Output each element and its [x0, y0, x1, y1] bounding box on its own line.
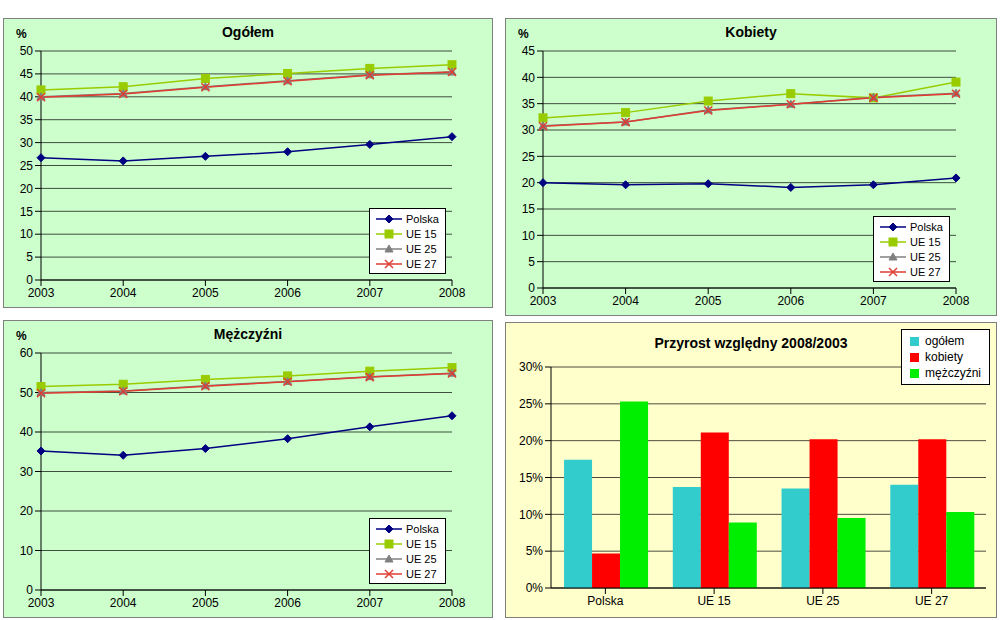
svg-text:2006: 2006 [274, 596, 301, 610]
svg-text:UE 15: UE 15 [697, 594, 731, 608]
svg-text:45: 45 [20, 67, 34, 81]
svg-text:0: 0 [26, 273, 33, 287]
svg-text:45: 45 [522, 44, 536, 58]
svg-text:20%: 20% [519, 434, 543, 448]
html-text:Polska: Polska [406, 212, 439, 225]
html-text:Polska: Polska [910, 220, 943, 233]
html-text:UE 25: UE 25 [910, 250, 941, 263]
html-text:ogółem: ogółem [925, 334, 965, 348]
svg-text:35: 35 [522, 97, 536, 111]
svg-text:40: 40 [20, 425, 34, 439]
svg-text:20: 20 [20, 504, 34, 518]
svg-text:10: 10 [20, 227, 34, 241]
html-text:UE 25: UE 25 [406, 552, 437, 565]
html-text:mężczyźni: mężczyźni [925, 366, 981, 380]
svg-text:0: 0 [528, 281, 535, 295]
svg-text:0: 0 [26, 583, 33, 597]
svg-text:10: 10 [522, 229, 536, 243]
html-text:UE 25: UE 25 [406, 242, 437, 255]
svg-text:25: 25 [522, 150, 536, 164]
svg-text:2003: 2003 [28, 596, 55, 610]
svg-text:20: 20 [522, 176, 536, 190]
svg-text:30%: 30% [519, 360, 543, 374]
html-text:UE 27: UE 27 [406, 567, 437, 580]
svg-text:25%: 25% [519, 397, 543, 411]
svg-text:2003: 2003 [28, 286, 55, 300]
svg-text:10%: 10% [519, 508, 543, 522]
svg-text:2003: 2003 [530, 294, 557, 308]
svg-text:2007: 2007 [356, 286, 383, 300]
svg-text:UE 27: UE 27 [915, 594, 949, 608]
html-text:kobiety: kobiety [925, 350, 963, 364]
svg-text:2005: 2005 [695, 294, 722, 308]
svg-text:2004: 2004 [110, 596, 137, 610]
svg-text:60: 60 [20, 346, 34, 360]
svg-text:2006: 2006 [274, 286, 301, 300]
html-text:UE 27: UE 27 [910, 265, 941, 278]
svg-text:2005: 2005 [192, 596, 219, 610]
html-text:UE 15: UE 15 [406, 227, 437, 240]
svg-text:2007: 2007 [356, 596, 383, 610]
svg-text:Polska: Polska [587, 594, 623, 608]
svg-text:10: 10 [20, 544, 34, 558]
svg-text:35: 35 [20, 113, 34, 127]
html-text:Przyrost względny 2008/2003: Przyrost względny 2008/2003 [654, 335, 848, 351]
svg-text:UE 25: UE 25 [806, 594, 840, 608]
svg-text:50: 50 [20, 44, 34, 58]
svg-text:30: 30 [522, 123, 536, 137]
html-text:Polska: Polska [406, 522, 439, 535]
svg-text:2008: 2008 [439, 286, 466, 300]
svg-text:30: 30 [20, 136, 34, 150]
svg-text:50: 50 [20, 386, 34, 400]
svg-text:20: 20 [20, 182, 34, 196]
html-text:Ogółem: Ogółem [221, 24, 275, 40]
svg-text:2007: 2007 [860, 294, 887, 308]
html-text:Mężczyźni: Mężczyźni [213, 326, 283, 342]
svg-text:15: 15 [20, 205, 34, 219]
svg-text:5%: 5% [526, 544, 544, 558]
svg-text:15%: 15% [519, 471, 543, 485]
html-text:Kobiety: Kobiety [725, 24, 777, 40]
svg-text:2005: 2005 [192, 286, 219, 300]
html-text:UE 15: UE 15 [910, 235, 941, 248]
svg-text:2004: 2004 [110, 286, 137, 300]
svg-text:15: 15 [522, 202, 536, 216]
svg-text:40: 40 [20, 90, 34, 104]
html-text:UE 27: UE 27 [406, 257, 437, 270]
html-text:UE 15: UE 15 [406, 537, 437, 550]
svg-text:5: 5 [26, 250, 33, 264]
svg-text:2008: 2008 [439, 596, 466, 610]
svg-text:0%: 0% [526, 581, 544, 595]
svg-text:30: 30 [20, 465, 34, 479]
svg-text:40: 40 [522, 71, 536, 85]
svg-text:5: 5 [528, 255, 535, 269]
svg-text:2004: 2004 [612, 294, 639, 308]
svg-text:2006: 2006 [777, 294, 804, 308]
svg-text:2008: 2008 [943, 294, 970, 308]
svg-text:25: 25 [20, 159, 34, 173]
